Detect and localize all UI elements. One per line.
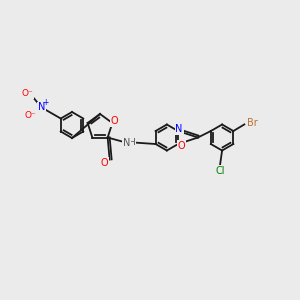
Text: +: + bbox=[42, 98, 49, 107]
Text: O⁻: O⁻ bbox=[25, 111, 37, 120]
Text: O: O bbox=[177, 141, 185, 151]
Text: O: O bbox=[101, 158, 109, 167]
Text: Cl: Cl bbox=[215, 166, 225, 176]
Text: N: N bbox=[176, 124, 183, 134]
Text: Br: Br bbox=[247, 118, 258, 128]
Text: N: N bbox=[38, 103, 45, 112]
Text: H: H bbox=[128, 138, 135, 147]
Text: O: O bbox=[111, 116, 118, 126]
Text: N: N bbox=[123, 137, 130, 148]
Text: O⁻: O⁻ bbox=[22, 89, 34, 98]
